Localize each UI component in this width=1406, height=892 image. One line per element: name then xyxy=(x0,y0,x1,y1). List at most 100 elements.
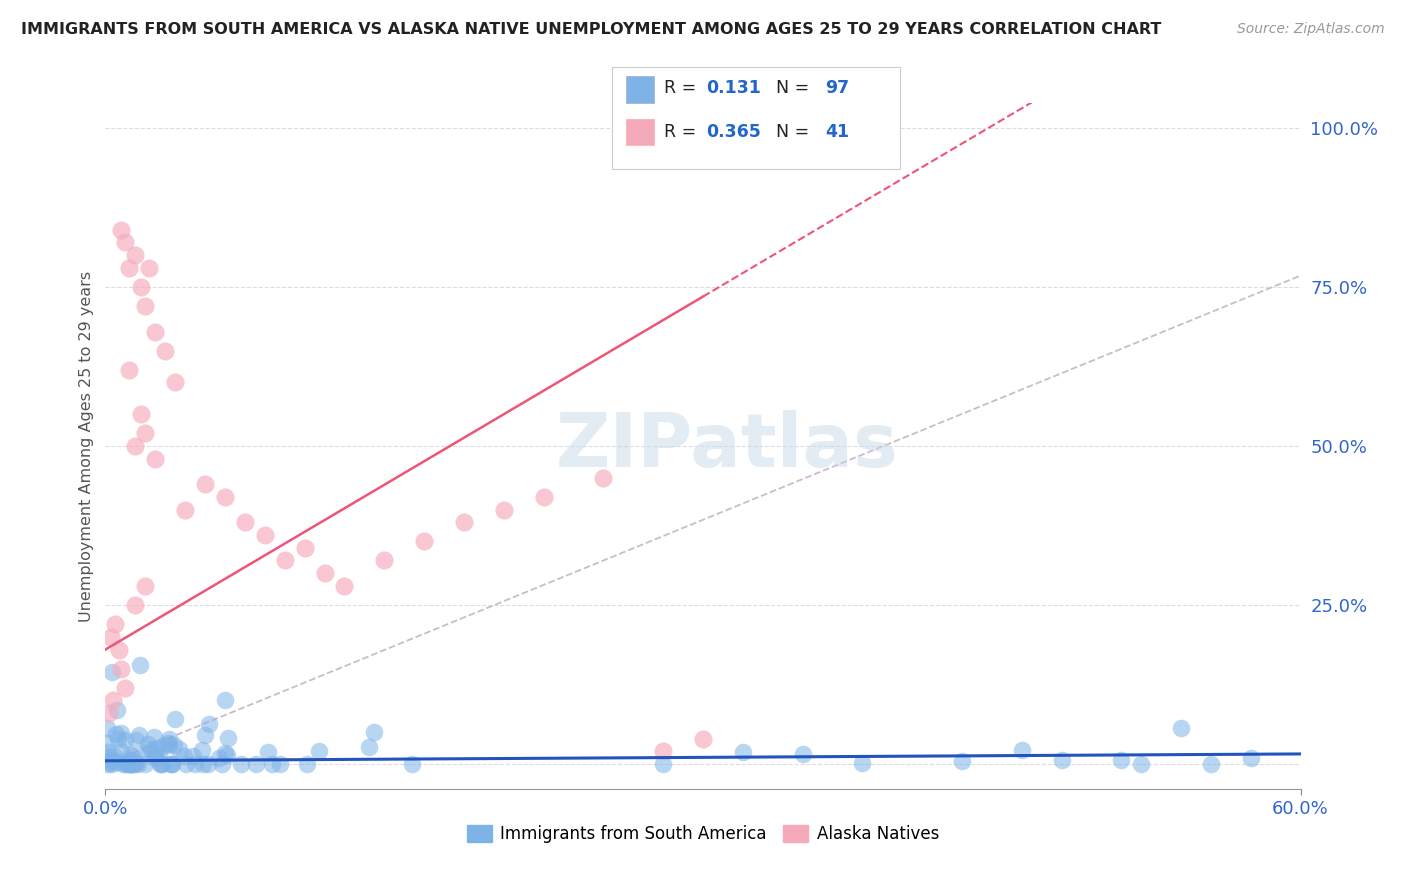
Point xyxy=(118,753,141,767)
Point xyxy=(114,732,136,747)
Point xyxy=(183,756,205,771)
Point xyxy=(125,732,148,747)
Point xyxy=(157,731,180,746)
Point xyxy=(124,756,146,771)
Point xyxy=(792,747,814,761)
Legend: Immigrants from South America, Alaska Natives: Immigrants from South America, Alaska Na… xyxy=(460,818,946,850)
Point xyxy=(139,742,162,756)
Point xyxy=(1050,753,1073,767)
Point xyxy=(413,534,436,549)
Point xyxy=(162,756,184,771)
Point xyxy=(592,471,614,485)
Point xyxy=(97,750,120,764)
Text: 0.131: 0.131 xyxy=(706,79,761,97)
Point xyxy=(197,756,219,771)
Point xyxy=(191,742,214,756)
Point xyxy=(159,756,181,771)
Point xyxy=(148,748,170,763)
Point xyxy=(217,731,239,745)
Point xyxy=(96,721,118,735)
Point xyxy=(295,756,318,771)
Point xyxy=(150,756,173,771)
Point xyxy=(110,725,132,739)
Point xyxy=(143,451,166,466)
Point xyxy=(373,553,395,567)
Point xyxy=(129,658,152,673)
Point xyxy=(163,738,186,752)
Point xyxy=(110,223,132,237)
Point xyxy=(257,745,280,759)
Point xyxy=(245,756,267,771)
Point xyxy=(128,727,150,741)
Point xyxy=(129,407,153,421)
Point xyxy=(135,746,157,760)
Point xyxy=(153,343,177,358)
Point xyxy=(134,756,156,771)
Point xyxy=(453,516,475,530)
Point xyxy=(124,598,146,612)
Point xyxy=(229,756,252,771)
Point xyxy=(152,738,174,752)
Point xyxy=(194,727,217,741)
Point xyxy=(120,756,142,771)
Point xyxy=(122,756,145,771)
Point xyxy=(174,502,197,516)
Point xyxy=(120,756,142,771)
Point xyxy=(124,756,146,770)
Point xyxy=(165,376,187,390)
Point xyxy=(851,756,873,770)
Text: 41: 41 xyxy=(825,123,849,141)
Point xyxy=(1011,743,1033,757)
Point xyxy=(273,553,295,567)
Point xyxy=(214,746,236,760)
Point xyxy=(101,756,124,771)
Point xyxy=(107,732,129,747)
Point xyxy=(262,756,284,771)
Point xyxy=(294,541,316,555)
Point xyxy=(533,490,555,504)
Point xyxy=(114,681,136,695)
Point xyxy=(122,748,145,763)
Point xyxy=(96,756,118,771)
Point xyxy=(731,745,754,759)
Text: R =: R = xyxy=(664,123,702,141)
Point xyxy=(142,730,165,744)
Point xyxy=(1170,721,1192,735)
Point xyxy=(181,748,204,763)
Text: R =: R = xyxy=(664,79,702,97)
Point xyxy=(194,477,217,491)
Point xyxy=(143,325,166,339)
Point xyxy=(198,717,221,731)
Point xyxy=(208,751,231,765)
Point xyxy=(134,299,156,313)
Text: ZIPatlas: ZIPatlas xyxy=(555,409,898,483)
Point xyxy=(308,744,330,758)
Point xyxy=(97,745,120,759)
Point xyxy=(401,756,423,771)
Point xyxy=(167,742,190,756)
Point xyxy=(145,749,167,764)
Point xyxy=(101,665,124,679)
Point xyxy=(174,756,197,771)
Point xyxy=(96,736,118,750)
Point xyxy=(105,703,128,717)
Point xyxy=(103,749,125,764)
Text: IMMIGRANTS FROM SOUTH AMERICA VS ALASKA NATIVE UNEMPLOYMENT AMONG AGES 25 TO 29 : IMMIGRANTS FROM SOUTH AMERICA VS ALASKA … xyxy=(21,22,1161,37)
Y-axis label: Unemployment Among Ages 25 to 29 years: Unemployment Among Ages 25 to 29 years xyxy=(79,270,94,622)
Point xyxy=(1130,756,1153,771)
Point xyxy=(214,693,236,707)
Point xyxy=(492,502,515,516)
Point xyxy=(1240,750,1263,764)
Point xyxy=(149,756,172,771)
Text: 97: 97 xyxy=(825,79,849,97)
Point xyxy=(149,756,172,771)
Point xyxy=(127,756,149,771)
Point xyxy=(165,712,187,726)
Point xyxy=(104,617,127,632)
Point xyxy=(333,579,356,593)
Point xyxy=(157,738,180,752)
Point xyxy=(129,280,153,294)
Point xyxy=(363,724,385,739)
Point xyxy=(156,736,179,750)
Point xyxy=(105,727,128,741)
